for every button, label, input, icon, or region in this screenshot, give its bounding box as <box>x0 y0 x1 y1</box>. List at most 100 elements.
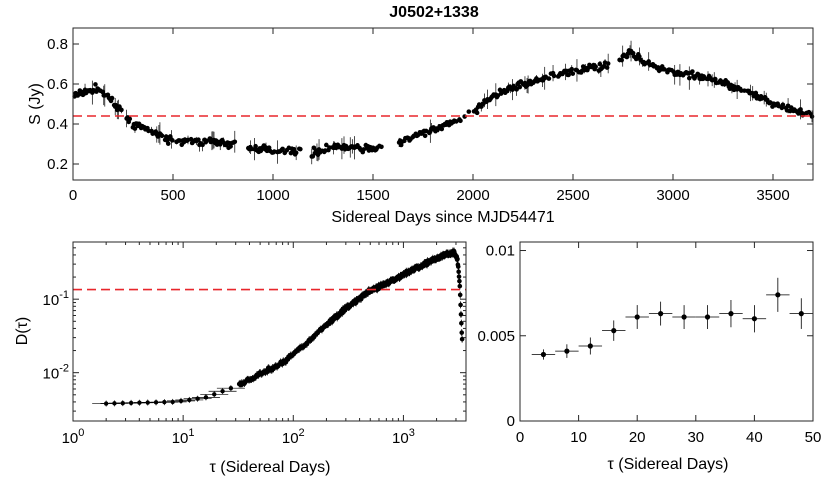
zoom-xtick-label: 10 <box>570 429 587 446</box>
structure-function-point <box>228 385 234 391</box>
lightcurve-point <box>753 90 759 96</box>
lightcurve-point <box>570 71 576 76</box>
zoom-points <box>531 277 813 360</box>
lightcurve-point <box>93 82 98 87</box>
lightcurve-xtick-label: 2000 <box>456 187 489 204</box>
lightcurve-ylabel: S (Jy) <box>27 83 44 125</box>
lightcurve-axes: 0 500 1000 1500 2000 2500 3000 3500 0.2 0.4 0.6 0.8 <box>47 28 813 204</box>
lightcurve-point <box>117 104 122 109</box>
lightcurve-point <box>165 141 171 146</box>
lightcurve-point <box>474 110 480 116</box>
lightcurve-point <box>662 67 667 72</box>
lightcurve-ytick-label: 0.6 <box>47 76 68 93</box>
lightcurve-point <box>422 133 428 139</box>
zoom-xtick-label: 20 <box>629 429 646 446</box>
lightcurve-point <box>379 144 384 150</box>
lightcurve-point <box>324 142 329 148</box>
lightcurve-point <box>551 73 557 79</box>
zoom-axes: 0 10 20 30 40 50 0 0.005 0.01 <box>477 242 821 446</box>
structure-function-point <box>459 320 464 326</box>
lightcurve-point <box>566 72 571 78</box>
lightcurve-xtick-label: 500 <box>160 187 185 204</box>
structure-function-panel: 100 101 102 103 10-2 10-1 τ (Sidereal Days) D… <box>14 241 467 476</box>
structure-function-point <box>457 283 463 289</box>
lightcurve-point <box>280 146 285 152</box>
zoom-point <box>775 292 781 298</box>
structure-function-xtick-label: 100 <box>62 427 85 447</box>
lightcurve-point <box>200 142 205 148</box>
lightcurve-point <box>725 80 731 85</box>
lightcurve-point <box>458 118 463 124</box>
zoom-xtick-label: 0 <box>516 429 524 446</box>
lightcurve-points <box>72 40 815 165</box>
zoom-xtick-label: 40 <box>746 429 763 446</box>
structure-function-point <box>456 269 461 275</box>
lightcurve-point <box>619 57 624 63</box>
structure-function-zoom-panel: 0 10 20 30 40 50 0 0.005 0.01 τ (Sidereal Days) <box>477 241 821 473</box>
lightcurve-point <box>298 146 303 152</box>
zoom-xtick-label: 50 <box>805 429 822 446</box>
structure-function-point <box>457 292 463 298</box>
lightcurve-panel: J0502+1338 0 500 1000 1500 2000 2500 3000 35000… <box>27 4 815 226</box>
structure-function-ylabel: D(τ) <box>14 317 31 346</box>
zoom-frame <box>519 241 814 422</box>
lightcurve-point <box>232 139 238 145</box>
structure-function-point <box>456 274 462 279</box>
lightcurve-point <box>605 61 611 66</box>
lightcurve-point <box>630 50 636 56</box>
lightcurve-point <box>569 66 575 72</box>
lightcurve-point <box>253 143 258 149</box>
zoom-ytick-label: 0.01 <box>486 243 515 260</box>
lightcurve-ytick-label: 0.2 <box>47 156 68 173</box>
zoom-point <box>634 314 640 320</box>
zoom-point <box>540 351 547 358</box>
lightcurve-point <box>690 69 695 74</box>
lightcurve-point <box>604 65 610 70</box>
structure-function-point <box>458 302 463 308</box>
zoom-xtick-label: 30 <box>687 429 704 446</box>
zoom-point <box>798 311 804 317</box>
lightcurve-point <box>127 116 133 122</box>
lightcurve-point <box>159 133 165 139</box>
structure-function-points <box>92 247 465 407</box>
structure-function-xtick-label: 101 <box>172 427 195 447</box>
structure-function-point <box>220 389 225 394</box>
structure-function-xtick-label: 102 <box>282 427 305 447</box>
zoom-ytick-label: 0 <box>507 413 515 430</box>
lightcurve-title: J0502+1338 <box>389 4 479 21</box>
structure-function-point <box>455 264 461 269</box>
structure-function-point <box>178 398 184 404</box>
lightcurve-point <box>712 76 718 82</box>
structure-function-point <box>457 278 462 284</box>
lightcurve-point <box>170 138 175 143</box>
lightcurve-frame <box>72 27 814 181</box>
structure-function-point <box>170 399 175 405</box>
lightcurve-ytick-label: 0.8 <box>47 36 68 53</box>
lightcurve-point <box>439 126 445 132</box>
lightcurve-point <box>119 107 124 113</box>
structure-function-point <box>455 256 460 262</box>
lightcurve-ytick-label: 0.4 <box>47 116 68 133</box>
zoom-point <box>704 314 711 320</box>
structure-function-point <box>203 395 209 400</box>
lightcurve-point <box>132 126 138 131</box>
zoom-point <box>658 311 664 317</box>
lightcurve-xtick-label: 3000 <box>656 187 689 204</box>
structure-function-axes: 100 101 102 103 10-2 10-1 <box>43 242 466 447</box>
lightcurve-xtick-label: 2500 <box>556 187 589 204</box>
lightcurve-point <box>466 109 472 114</box>
structure-function-ytick-label: 10-1 <box>43 289 69 309</box>
lightcurve-xtick-label: 3500 <box>756 187 789 204</box>
zoom-point <box>728 311 734 317</box>
lightcurve-point <box>780 102 786 108</box>
lightcurve-xtick-label: 1000 <box>256 187 289 204</box>
lightcurve-point <box>293 150 299 156</box>
zoom-point <box>751 316 758 322</box>
lightcurve-point <box>109 95 115 101</box>
structure-function-ytick-label: 10-2 <box>43 363 69 383</box>
lightcurve-point <box>291 146 297 152</box>
lightcurve-point <box>593 64 598 69</box>
structure-function-xtick-label: 103 <box>392 427 415 447</box>
